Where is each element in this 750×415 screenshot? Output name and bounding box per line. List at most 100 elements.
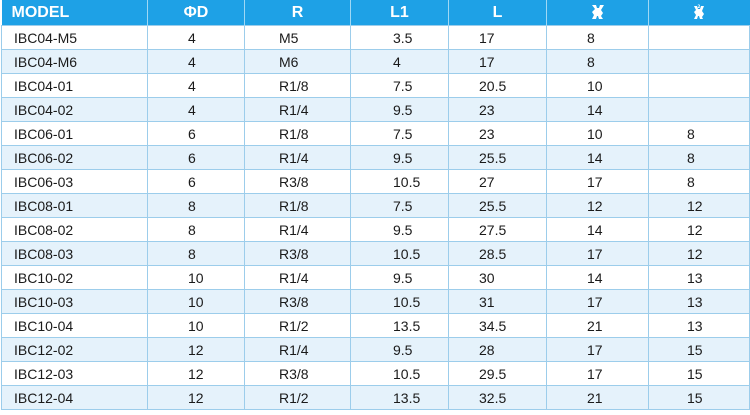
cell-hex2: 13 xyxy=(648,313,750,338)
cell-l: 27.5 xyxy=(448,217,547,242)
cell-model: IBC04-M6 xyxy=(1,49,148,74)
header-hex2: 2 xyxy=(648,0,750,26)
cell-hex1: 10 xyxy=(546,73,649,98)
wrench-icon-small: 2 xyxy=(694,4,705,20)
cell-l1: 13.5 xyxy=(350,385,449,410)
cell-diameter: 6 xyxy=(147,121,245,146)
table-row: IBC12-04 12 R1/2 13.5 32.5 21 15 xyxy=(1,385,750,410)
table-row: IBC04-M5 4 M5 3.5 17 8 xyxy=(1,25,750,50)
header-diameter: ΦD xyxy=(147,0,245,26)
cell-l1: 10.5 xyxy=(350,361,449,386)
cell-hex2 xyxy=(648,97,750,122)
cell-l: 28 xyxy=(448,337,547,362)
cell-r: R1/4 xyxy=(244,97,351,122)
cell-l1: 3.5 xyxy=(350,25,449,50)
cell-diameter: 4 xyxy=(147,49,245,74)
cell-hex2: 15 xyxy=(648,337,750,362)
cell-r: M5 xyxy=(244,25,351,50)
table-row: IBC04-M6 4 M6 4 17 8 xyxy=(1,49,750,74)
cell-hex2: 8 xyxy=(648,121,750,146)
cell-l1: 13.5 xyxy=(350,313,449,338)
cell-l: 23 xyxy=(448,97,547,122)
cell-diameter: 10 xyxy=(147,265,245,290)
cell-hex2: 15 xyxy=(648,361,750,386)
cell-diameter: 6 xyxy=(147,169,245,194)
cell-model: IBC10-02 xyxy=(1,265,148,290)
cell-l1: 7.5 xyxy=(350,193,449,218)
cell-model: IBC08-01 xyxy=(1,193,148,218)
wrench-icon xyxy=(591,5,604,20)
cell-model: IBC06-01 xyxy=(1,121,148,146)
cell-hex2: 12 xyxy=(648,217,750,242)
cell-model: IBC04-01 xyxy=(1,73,148,98)
cell-hex2: 8 xyxy=(648,169,750,194)
cell-model: IBC08-02 xyxy=(1,217,148,242)
cell-l: 23 xyxy=(448,121,547,146)
cell-hex1: 21 xyxy=(546,385,649,410)
cell-l1: 9.5 xyxy=(350,337,449,362)
cell-model: IBC06-03 xyxy=(1,169,148,194)
cell-model: IBC10-04 xyxy=(1,313,148,338)
cell-r: R1/4 xyxy=(244,337,351,362)
table-row: IBC10-02 10 R1/4 9.5 30 14 13 xyxy=(1,265,750,290)
cell-r: R1/8 xyxy=(244,193,351,218)
table-row: IBC12-02 12 R1/4 9.5 28 17 15 xyxy=(1,337,750,362)
cell-l: 32.5 xyxy=(448,385,547,410)
cell-diameter: 12 xyxy=(147,337,245,362)
cell-l1: 10.5 xyxy=(350,169,449,194)
cell-l: 27 xyxy=(448,169,547,194)
cell-l1: 10.5 xyxy=(350,241,449,266)
cell-l: 34.5 xyxy=(448,313,547,338)
cell-hex1: 17 xyxy=(546,241,649,266)
cell-l: 29.5 xyxy=(448,361,547,386)
cell-hex1: 14 xyxy=(546,145,649,170)
cell-r: R1/2 xyxy=(244,385,351,410)
cell-model: IBC04-M5 xyxy=(1,25,148,50)
table-row: IBC08-03 8 R3/8 10.5 28.5 17 12 xyxy=(1,241,750,266)
cell-hex1: 17 xyxy=(546,361,649,386)
cell-model: IBC04-02 xyxy=(1,97,148,122)
cell-hex2: 12 xyxy=(648,241,750,266)
cell-hex2: 12 xyxy=(648,193,750,218)
cell-l1: 9.5 xyxy=(350,217,449,242)
cell-l: 25.5 xyxy=(448,145,547,170)
cell-l1: 7.5 xyxy=(350,73,449,98)
cell-hex1: 12 xyxy=(546,193,649,218)
cell-diameter: 12 xyxy=(147,385,245,410)
cell-l: 31 xyxy=(448,289,547,314)
cell-model: IBC10-03 xyxy=(1,289,148,314)
cell-r: R1/4 xyxy=(244,217,351,242)
header-r: R xyxy=(244,0,351,26)
header-hex1 xyxy=(546,0,649,26)
table-row: IBC10-04 10 R1/2 13.5 34.5 21 13 xyxy=(1,313,750,338)
table-row: IBC06-02 6 R1/4 9.5 25.5 14 8 xyxy=(1,145,750,170)
cell-hex1: 14 xyxy=(546,97,649,122)
cell-l: 30 xyxy=(448,265,547,290)
cell-model: IBC12-02 xyxy=(1,337,148,362)
cell-l: 17 xyxy=(448,49,547,74)
header-l: L xyxy=(448,0,547,26)
cell-l1: 9.5 xyxy=(350,265,449,290)
cell-diameter: 4 xyxy=(147,73,245,98)
table-row: IBC04-02 4 R1/4 9.5 23 14 xyxy=(1,97,750,122)
header-model: MODEL xyxy=(1,0,148,26)
cell-diameter: 12 xyxy=(147,361,245,386)
cell-diameter: 10 xyxy=(147,313,245,338)
cell-hex1: 10 xyxy=(546,121,649,146)
cell-model: IBC06-02 xyxy=(1,145,148,170)
cell-l1: 10.5 xyxy=(350,289,449,314)
header-l1: L1 xyxy=(350,0,449,26)
table-row: IBC08-01 8 R1/8 7.5 25.5 12 12 xyxy=(1,193,750,218)
cell-r: R1/2 xyxy=(244,313,351,338)
cell-diameter: 6 xyxy=(147,145,245,170)
cell-model: IBC12-04 xyxy=(1,385,148,410)
cell-r: R1/8 xyxy=(244,121,351,146)
cell-diameter: 8 xyxy=(147,193,245,218)
cell-l: 28.5 xyxy=(448,241,547,266)
cell-hex2: 15 xyxy=(648,385,750,410)
cell-diameter: 8 xyxy=(147,217,245,242)
cell-hex1: 8 xyxy=(546,49,649,74)
table-row: IBC06-01 6 R1/8 7.5 23 10 8 xyxy=(1,121,750,146)
cell-diameter: 8 xyxy=(147,241,245,266)
